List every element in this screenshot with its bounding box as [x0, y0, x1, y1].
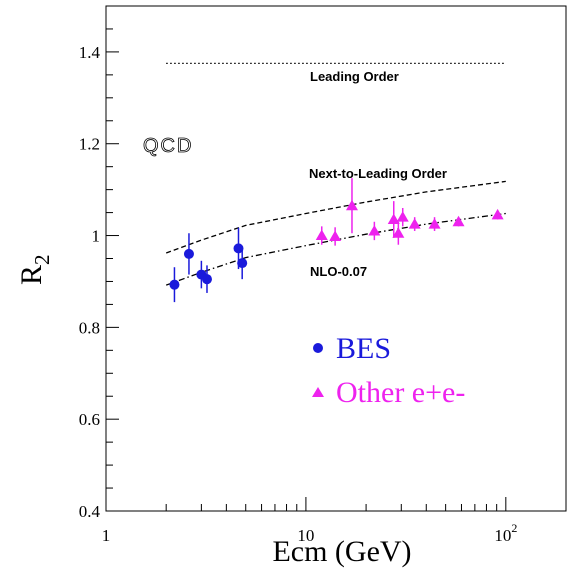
- y-tick-label: 1: [92, 227, 101, 246]
- y-tick-label: 0.4: [79, 502, 101, 521]
- point-bes: [233, 243, 244, 254]
- x-tick-label-base: 10: [494, 526, 511, 545]
- point-other-e-e: [345, 199, 358, 211]
- curve-label-nlo-shifted: NLO-0.07: [310, 264, 367, 279]
- x-tick-label: 1: [102, 526, 111, 545]
- point-other-e-e: [392, 227, 405, 238]
- point-bes: [183, 248, 194, 259]
- point-other-e-e: [368, 224, 381, 236]
- point-other-e-e: [428, 218, 441, 229]
- point-other-e-e: [387, 213, 400, 224]
- x-tick-label: 102: [494, 521, 517, 545]
- x-tick-label-base: 1: [102, 526, 111, 545]
- qcd-annotation: QCD: [143, 135, 193, 157]
- point-bes: [169, 279, 180, 290]
- point-bes: [237, 258, 248, 269]
- point-other-e-e: [408, 218, 421, 229]
- legend-marker-bes: [313, 343, 323, 353]
- curve-label-leading-order: Leading Order: [310, 69, 399, 84]
- curve-label-nlo: Next-to-Leading Order: [309, 166, 447, 181]
- y-tick-label: 1.2: [79, 135, 100, 154]
- x-tick-label: 10: [297, 526, 314, 545]
- data-points: [169, 178, 504, 303]
- point-other-e-e: [491, 208, 504, 220]
- legend-label-other: Other e+e-: [336, 376, 465, 409]
- y-tick-label: 0.6: [79, 410, 100, 429]
- x-tick-label-base: 10: [297, 526, 314, 545]
- point-other-e-e: [329, 230, 342, 241]
- axis-ticks: 0.40.60.811.21.41 10 102: [79, 28, 567, 545]
- legend-marker-other: [312, 387, 324, 397]
- y-axis-label-main: R: [15, 265, 48, 285]
- y-tick-label: 1.4: [79, 43, 101, 62]
- point-other-e-e: [452, 215, 465, 227]
- curve-next-to-leading-order: [165, 180, 506, 254]
- x-axis-label: Ecm (GeV): [272, 535, 411, 568]
- y-tick-label: 0.8: [79, 318, 100, 337]
- y-axis-label-subscript: 2: [30, 254, 54, 265]
- point-bes: [201, 274, 212, 285]
- point-other-e-e: [396, 211, 409, 222]
- legend-label-bes: BES: [336, 332, 391, 365]
- x-tick-label-exponent: 2: [511, 521, 517, 535]
- y-axis-label: R2: [15, 254, 54, 285]
- point-other-e-e: [315, 229, 328, 241]
